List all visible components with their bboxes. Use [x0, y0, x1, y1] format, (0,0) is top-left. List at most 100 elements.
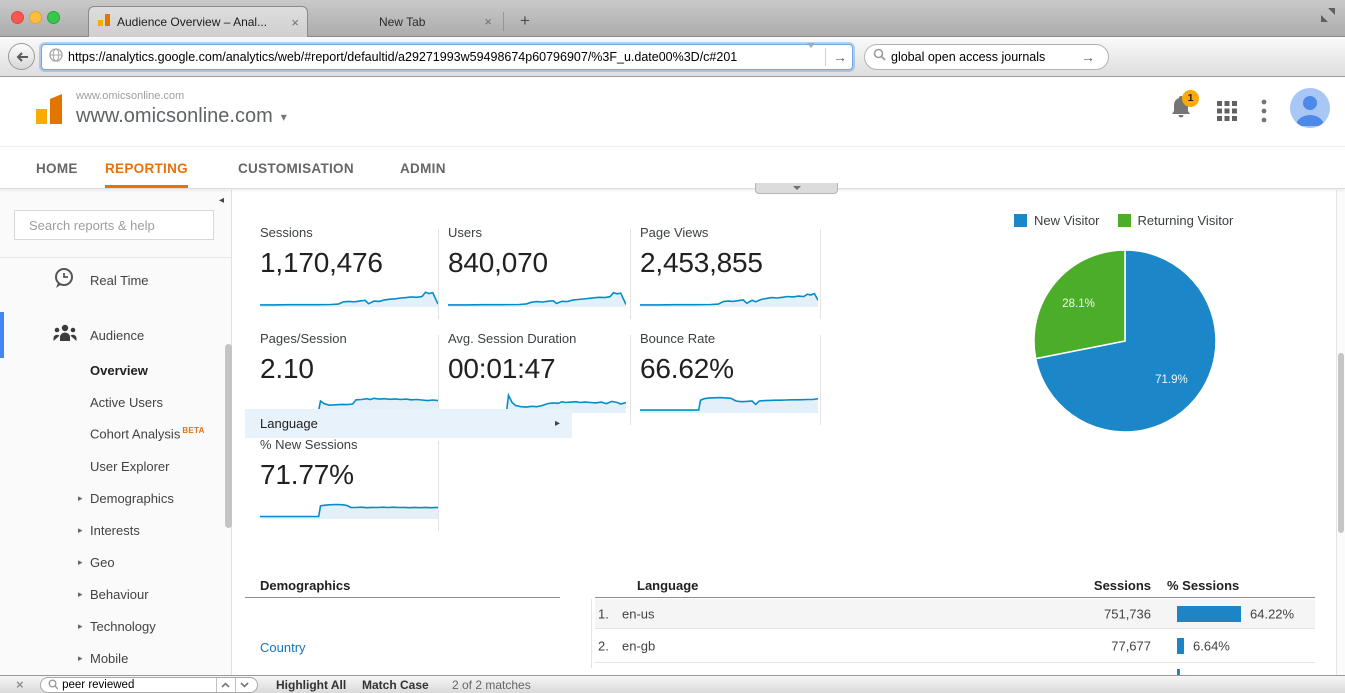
legend-swatch [1117, 214, 1131, 227]
card-divider [438, 335, 439, 425]
sidebar-item-mobile[interactable]: ▸ Mobile [0, 642, 232, 674]
match-case-button[interactable]: Match Case [362, 677, 429, 692]
metric-card-users[interactable]: Users 840,070 [448, 225, 628, 308]
window-zoom-button[interactable] [47, 11, 60, 24]
sidebar-item-cohort-analysis[interactable]: Cohort Analysis BETA [0, 418, 232, 450]
expand-triangle-icon: ▸ [78, 588, 83, 599]
metric-card-page-views[interactable]: Page Views 2,453,855 [640, 225, 820, 308]
account-name: www.omicsonline.com [76, 90, 185, 102]
metric-card-sessions[interactable]: Sessions 1,170,476 [260, 225, 440, 308]
pie-legend: New Visitor Returning Visitor [1014, 213, 1233, 228]
url-dropdown-icon[interactable] [807, 43, 823, 66]
legend-label: Returning Visitor [1137, 213, 1234, 228]
tab-audience-overview[interactable]: Audience Overview – Anal... × [88, 6, 308, 37]
pie-slice-new-visitor[interactable] [1034, 249, 1217, 433]
metric-label: Pages/Session [260, 331, 347, 346]
sidebar-item-technology[interactable]: ▸ Technology [0, 610, 232, 642]
card-divider [438, 229, 439, 319]
sidebar-item-user-explorer[interactable]: User Explorer [0, 450, 232, 482]
sidebar-item-real-time[interactable]: Real Time [0, 260, 232, 300]
find-matches-count: 2 of 2 matches [452, 677, 531, 692]
nav-customisation[interactable]: CUSTOMISATION [238, 161, 354, 176]
nav-home[interactable]: HOME [36, 161, 78, 176]
pie-slice-returning-visitor[interactable] [1033, 249, 1126, 360]
demographics-row-language[interactable]: Language ▸ [245, 409, 572, 438]
google-apps-grid-icon[interactable] [1216, 100, 1238, 127]
sidebar-item-audience[interactable]: Audience [0, 315, 232, 355]
tab-title: New Tab [378, 14, 426, 29]
url-input[interactable] [68, 46, 807, 68]
user-avatar[interactable] [1290, 88, 1330, 128]
analytics-nav: HOME REPORTING CUSTOMISATION ADMIN [0, 146, 1345, 189]
window-minimize-button[interactable] [29, 11, 42, 24]
tab-close-icon[interactable]: × [291, 14, 299, 30]
tab-close-icon[interactable]: × [484, 14, 492, 29]
sidebar-item-label: Demographics [90, 490, 174, 506]
find-input-group[interactable] [40, 676, 258, 693]
search-go-button[interactable]: → [1081, 49, 1095, 65]
page-scrollbar-thumb[interactable] [1338, 353, 1344, 533]
search-icon [873, 48, 886, 66]
language-link[interactable]: en-gb [622, 638, 656, 653]
property-selector[interactable]: www.omicsonline.com ▾ [76, 105, 287, 128]
search-bar[interactable]: → [864, 44, 1109, 70]
find-previous-button[interactable] [216, 677, 234, 692]
sessions-column-header[interactable]: Sessions [1093, 578, 1151, 593]
sidebar-scrollbar-thumb[interactable] [225, 344, 232, 528]
metric-label: Sessions [260, 225, 313, 240]
url-bar[interactable]: → [41, 43, 853, 70]
find-toolbar: × Highlight All Match Case 2 of 2 matche… [0, 675, 1345, 693]
metric-card-new-sessions[interactable]: % New Sessions 71.77% [260, 437, 440, 520]
metric-card-pages-session[interactable]: Pages/Session 2.10 [260, 331, 440, 414]
site-identity-globe-icon[interactable] [49, 47, 63, 67]
notifications-button[interactable]: 1 [1168, 90, 1202, 128]
sidebar-item-interests[interactable]: ▸ Interests [0, 514, 232, 546]
sidebar-search-box[interactable] [14, 210, 214, 240]
metric-value: 1,170,476 [260, 247, 383, 278]
window-close-button[interactable] [11, 11, 24, 24]
go-button[interactable]: → [833, 49, 847, 65]
new-tab-button[interactable]: + [520, 11, 530, 30]
sidebar-item-overview[interactable]: Overview [0, 354, 232, 386]
metric-label: % New Sessions [260, 437, 358, 452]
language-column-header[interactable]: Language [637, 578, 699, 593]
metric-value: 71.77% [260, 459, 354, 490]
visitor-type-pie-chart: 71.9% 28.1% [1033, 249, 1217, 433]
language-table-row-en-us: 1. en-us 751,736 64.22% [595, 599, 1315, 628]
sidebar-item-behaviour[interactable]: ▸ Behaviour [0, 578, 232, 610]
find-input[interactable] [62, 678, 217, 691]
find-next-button[interactable] [234, 677, 253, 692]
pct-sessions-bar [1177, 669, 1180, 675]
nav-admin[interactable]: ADMIN [400, 161, 446, 176]
pct-sessions-column-header[interactable]: % Sessions [1167, 578, 1240, 593]
expand-triangle-icon: ▸ [78, 492, 83, 503]
language-link[interactable]: en-us [622, 606, 655, 621]
metric-value: 2.10 [260, 353, 314, 384]
tab-new-tab[interactable]: New Tab × [312, 6, 500, 37]
controls-collapse-handle[interactable] [755, 183, 838, 194]
sidebar-item-active-users[interactable]: Active Users [0, 386, 232, 418]
nav-reporting[interactable]: REPORTING [105, 161, 188, 176]
highlight-all-button[interactable]: Highlight All [276, 677, 347, 692]
more-options-dots-icon[interactable] [1261, 98, 1267, 129]
back-button[interactable] [8, 43, 35, 70]
expand-triangle-icon: ▸ [78, 556, 83, 567]
sidebar-collapse-icon[interactable]: ◂ [219, 195, 225, 206]
sidebar-search-input[interactable] [29, 217, 205, 233]
demographics-row-country[interactable]: Country [260, 640, 306, 655]
find-close-icon[interactable]: × [16, 677, 24, 692]
fullscreen-icon[interactable] [1320, 7, 1336, 28]
expand-triangle-icon: ▸ [78, 620, 83, 631]
sidebar-item-demographics[interactable]: ▸ Demographics [0, 482, 232, 514]
tab-separator [503, 12, 504, 31]
pie-slice-label: 71.9% [1155, 374, 1188, 386]
metric-card-bounce-rate[interactable]: Bounce Rate 66.62% [640, 331, 820, 414]
active-section-indicator [0, 312, 4, 358]
metric-card-avg-session-duration[interactable]: Avg. Session Duration 00:01:47 [448, 331, 628, 414]
card-divider [438, 441, 439, 531]
search-icon [48, 679, 59, 690]
web-search-input[interactable] [891, 50, 1076, 64]
sidebar-item-geo[interactable]: ▸ Geo [0, 546, 232, 578]
pct-sessions-value: 64.22% [1250, 606, 1295, 621]
